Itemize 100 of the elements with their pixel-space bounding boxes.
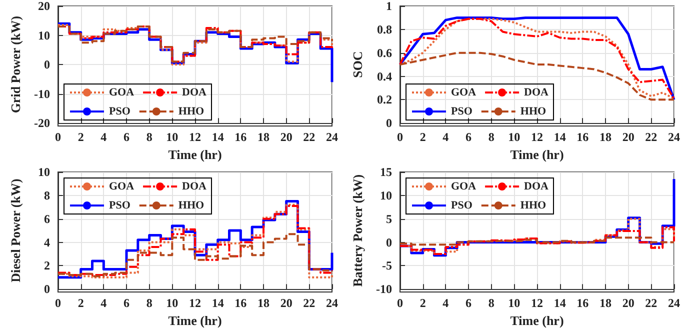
x-axis-title: Time (hr): [168, 147, 222, 162]
legend-label: GOA: [109, 86, 134, 98]
x-tick-label: 0: [397, 296, 403, 310]
x-tick-label: 22: [645, 296, 658, 310]
x-tick-label: 12: [531, 130, 543, 144]
legend-label: DOA: [524, 180, 549, 192]
legend-label: PSO: [109, 106, 131, 118]
x-tick-label: 8: [146, 130, 152, 144]
x-tick-label: 10: [166, 130, 178, 144]
x-tick-label: 2: [420, 130, 426, 144]
x-tick-label: 6: [466, 130, 472, 144]
x-tick-label: 6: [124, 296, 130, 310]
x-tick-label: 20: [280, 130, 292, 144]
x-tick-label: 12: [189, 130, 201, 144]
legend-label: GOA: [451, 86, 476, 98]
x-tick-label: 2: [78, 296, 84, 310]
legend-label: GOA: [451, 180, 476, 192]
legend-label: GOA: [109, 180, 134, 192]
line-series: [399, 52, 675, 101]
x-tick-label: 24: [668, 296, 680, 310]
x-axis-title: Time (hr): [168, 313, 222, 328]
x-tick-label: 16: [576, 130, 589, 144]
x-tick-label: 10: [508, 130, 520, 144]
y-tick-label: 0.8: [377, 22, 392, 36]
y-tick-label: 15: [380, 165, 392, 179]
x-tick-label: 22: [303, 130, 316, 144]
x-tick-label: 16: [576, 296, 589, 310]
x-axis-title: Time (hr): [510, 313, 564, 328]
y-tick-label: 0: [44, 58, 50, 72]
x-tick-label: 20: [622, 296, 634, 310]
y-axis-title: SOC: [350, 51, 365, 78]
y-tick-label: 1: [386, 0, 392, 13]
x-tick-label: 18: [258, 130, 270, 144]
y-tick-label: 20: [38, 0, 50, 13]
y-axis-title: Battery Power (kW): [350, 174, 365, 287]
x-tick-label: 4: [100, 296, 107, 310]
x-tick-label: 10: [508, 296, 520, 310]
x-tick-label: 12: [531, 296, 543, 310]
y-tick-label: -5: [382, 258, 392, 273]
x-tick-label: 0: [55, 130, 61, 144]
x-tick-label: 8: [488, 130, 494, 144]
legend-label: HHO: [178, 200, 205, 212]
x-tick-label: 24: [326, 130, 338, 144]
x-tick-label: 18: [600, 130, 612, 144]
y-tick-label: 10: [38, 165, 50, 179]
x-tick-label: 4: [442, 296, 449, 310]
legend-label: HHO: [520, 200, 547, 212]
x-tick-label: 14: [554, 296, 566, 310]
x-tick-label: 0: [397, 130, 403, 144]
x-tick-label: 24: [326, 296, 338, 310]
y-tick-label: 6: [44, 212, 50, 226]
x-tick-label: 14: [212, 130, 224, 144]
x-tick-label: 8: [488, 296, 494, 310]
y-tick-label: 4: [44, 235, 50, 250]
y-tick-label: 2: [44, 258, 50, 273]
legend-label: DOA: [182, 86, 207, 98]
x-tick-label: 20: [622, 130, 634, 144]
y-tick-label: 0: [386, 235, 392, 250]
y-axis-title: Diesel Power (kW): [8, 178, 23, 282]
legend-label: HHO: [520, 106, 547, 118]
x-tick-label: 22: [303, 296, 316, 310]
legend-label: DOA: [182, 180, 207, 192]
x-tick-label: 22: [645, 130, 658, 144]
x-tick-label: 16: [234, 130, 247, 144]
y-axis-title: Grid Power (kW): [8, 16, 23, 114]
y-tick-label: 0: [386, 116, 392, 130]
y-tick-label: 0.2: [377, 92, 392, 107]
y-tick-label: 10: [380, 188, 392, 202]
y-tick-label: 5: [386, 212, 392, 226]
y-tick-label: 10: [38, 28, 50, 42]
x-tick-label: 6: [124, 130, 130, 144]
x-tick-label: 2: [78, 130, 84, 144]
legend-label: HHO: [178, 106, 205, 118]
x-tick-label: 8: [146, 296, 152, 310]
y-tick-label: -10: [376, 282, 392, 296]
x-tick-label: 0: [55, 296, 61, 310]
y-tick-label: 0.6: [377, 46, 392, 60]
x-tick-label: 4: [100, 130, 107, 144]
x-tick-label: 18: [600, 296, 612, 310]
x-tick-label: 24: [668, 130, 680, 144]
x-tick-label: 6: [466, 296, 472, 310]
legend-label: PSO: [109, 200, 131, 212]
x-tick-label: 12: [189, 296, 201, 310]
x-tick-label: 2: [420, 296, 426, 310]
x-tick-label: 16: [234, 296, 247, 310]
x-tick-label: 4: [442, 130, 449, 144]
legend-label: DOA: [524, 86, 549, 98]
x-axis-title: Time (hr): [510, 147, 564, 162]
y-tick-label: 0.4: [377, 69, 392, 84]
x-tick-label: 14: [554, 130, 566, 144]
x-tick-label: 18: [258, 296, 270, 310]
legend-label: PSO: [451, 106, 473, 118]
y-tick-label: -20: [34, 116, 50, 130]
y-tick-label: -10: [34, 86, 50, 101]
x-tick-label: 10: [166, 296, 178, 310]
legend-label: PSO: [451, 200, 473, 212]
y-tick-label: 8: [44, 188, 50, 202]
x-tick-label: 20: [280, 296, 292, 310]
y-tick-label: 0: [44, 282, 50, 296]
x-tick-label: 14: [212, 296, 224, 310]
